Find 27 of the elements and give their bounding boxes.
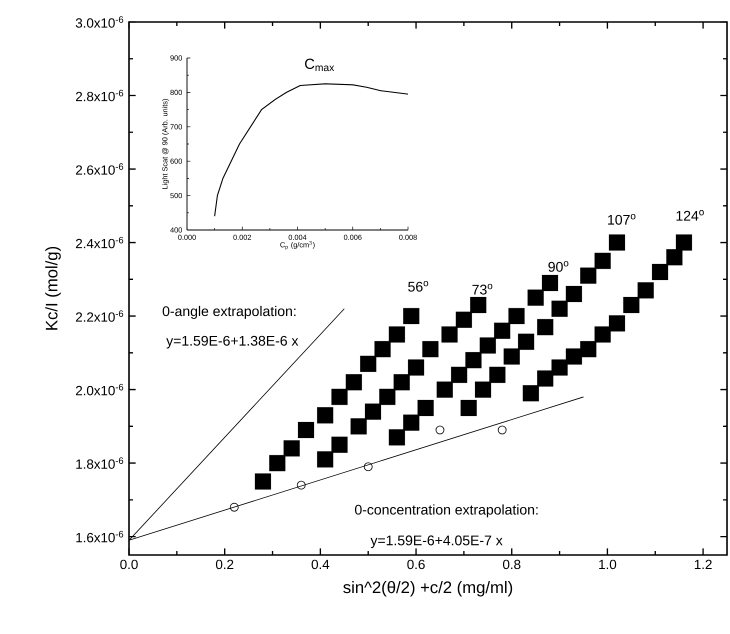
- y-tick-label: 3.0x10$^{-6}$: [76, 16, 124, 28]
- x-tick-label: 0.0: [120, 560, 138, 570]
- x-tick-label: 0.2: [216, 560, 234, 570]
- x-tick-label: 1.0: [599, 560, 616, 570]
- y-tick-label: 1.6x10$^{-6}$: [76, 530, 124, 542]
- y-axis-title: Kc/I (mol/g): [45, 246, 61, 330]
- y-tick-label: 2.0x10$^{-6}$: [76, 384, 124, 396]
- annotation: 107$^{o}$: [608, 214, 636, 225]
- x-tick-label: 0.4: [312, 560, 330, 570]
- annotation: 0-angle extrapolation:: [162, 306, 296, 319]
- y-tick-label: 2.6x10$^{-6}$: [76, 163, 124, 175]
- annotation: 124$^{o}$: [676, 210, 704, 221]
- annotation: 0-concentration extrapolation:: [354, 504, 538, 518]
- y-tick-label: 1.8x10$^{-6}$: [76, 457, 124, 469]
- annotation: 56$^{o}$: [408, 280, 428, 292]
- x-tick-label: 1.2: [694, 560, 712, 570]
- y-tick-label: 2.4x10$^{-6}$: [76, 236, 124, 248]
- annotation: 90$^{o}$: [548, 261, 568, 272]
- annotation: C$_{max}$: [305, 58, 334, 72]
- x-tick-label: 0.8: [502, 560, 520, 570]
- y-tick-label: 2.2x10$^{-6}$: [76, 310, 124, 322]
- annotation: y=1.59E-6+4.05E-7 x: [370, 535, 503, 548]
- annotation: y=1.59E-6+1.38E-6 x: [166, 336, 298, 349]
- x-tick-label: 0.6: [407, 560, 425, 570]
- x-axis-title: sin^2(θ/2) +c/2 (mg/ml): [343, 580, 512, 596]
- annotation: 73$^{o}$: [472, 284, 492, 295]
- y-tick-label: 2.8x10$^{-6}$: [76, 90, 124, 102]
